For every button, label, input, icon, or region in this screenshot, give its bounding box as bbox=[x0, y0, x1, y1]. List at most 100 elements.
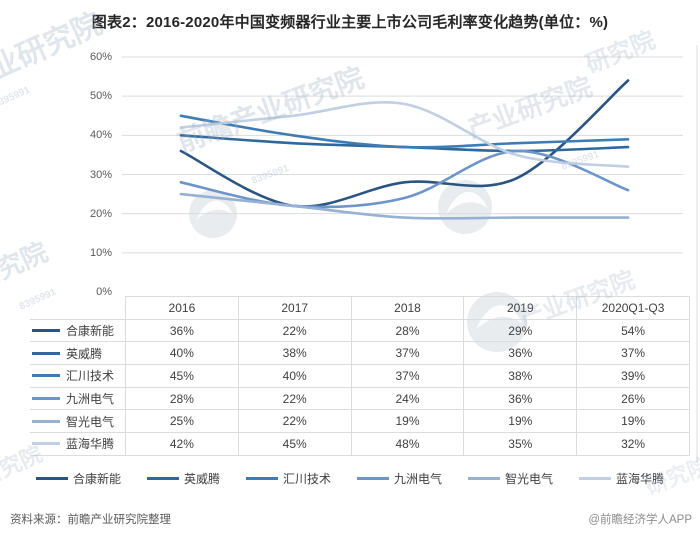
table-cell: 28% bbox=[350, 318, 465, 343]
watermark-text: 8395991 bbox=[0, 84, 32, 111]
legend-item: 合康新能 bbox=[35, 470, 121, 487]
table-row: 智光电气 25% 22% 19% 19% 19% bbox=[30, 409, 690, 434]
y-tick-label: 60% bbox=[89, 51, 112, 63]
table-cell: 22% bbox=[237, 386, 352, 411]
legend-label: 蓝海华腾 bbox=[616, 471, 665, 486]
series-swatch-icon bbox=[32, 442, 60, 446]
table-column-header: 2016 bbox=[125, 296, 239, 320]
table-cell: 19% bbox=[463, 409, 578, 434]
company-name: 英威腾 bbox=[66, 346, 103, 361]
legend-swatch-icon bbox=[245, 476, 278, 480]
y-tick-label: 40% bbox=[89, 129, 112, 142]
table-cell: 36% bbox=[463, 386, 578, 411]
series-swatch-icon bbox=[32, 397, 60, 401]
table-cell: 37% bbox=[350, 341, 465, 366]
series-line-3 bbox=[179, 149, 630, 209]
series-line-0 bbox=[179, 79, 630, 208]
table-row: 汇川技术 45% 40% 37% 38% 39% bbox=[30, 364, 690, 388]
series-line-4 bbox=[179, 192, 630, 220]
company-name: 合康新能 bbox=[66, 324, 115, 339]
table-cell: 19% bbox=[350, 409, 465, 434]
legend-swatch-icon bbox=[146, 476, 179, 480]
series-swatch-icon bbox=[32, 329, 60, 333]
table-cell: 45% bbox=[237, 432, 352, 456]
table-cell: 26% bbox=[576, 386, 690, 411]
table-cell: 54% bbox=[576, 318, 690, 343]
table-cell: 36% bbox=[125, 318, 239, 343]
legend-label: 智光电气 bbox=[505, 471, 554, 486]
table-cell: 35% bbox=[463, 432, 578, 456]
y-tick-label: 50% bbox=[89, 90, 112, 103]
table-row: 英威腾 40% 38% 37% 36% 37% bbox=[30, 341, 690, 366]
table-cell: 37% bbox=[350, 364, 465, 388]
table-row-header: 智光电气 bbox=[30, 409, 126, 434]
table-cell: 36% bbox=[463, 341, 578, 366]
series-line-1 bbox=[179, 134, 630, 153]
table-cell: 45% bbox=[125, 364, 239, 388]
company-name: 蓝海华腾 bbox=[66, 437, 115, 452]
table-row: 九洲电气 28% 22% 24% 36% 26% bbox=[30, 386, 690, 411]
y-tick-label: 10% bbox=[89, 246, 112, 259]
table-row-header: 英威腾 bbox=[30, 341, 126, 366]
company-name: 九洲电气 bbox=[66, 392, 115, 407]
data-table: 2016 2017 2018 2019 2020Q1-Q3 合康新能 36% 22% 28% 29… bbox=[30, 296, 690, 456]
table-cell: 32% bbox=[576, 432, 690, 456]
legend-swatch-icon bbox=[357, 476, 389, 480]
watermark-text: 8395991 bbox=[250, 163, 291, 187]
table-cell: 25% bbox=[125, 409, 239, 434]
table-cell: 19% bbox=[576, 409, 690, 434]
series-swatch-icon bbox=[32, 374, 60, 378]
watermark-logo-swoosh bbox=[446, 191, 488, 214]
table-row: 合康新能 36% 22% 28% 29% 54% bbox=[30, 318, 690, 343]
table-header-row: 2016 2017 2018 2019 2020Q1-Q3 bbox=[30, 296, 690, 320]
table-column-header: 2017 bbox=[237, 296, 352, 320]
legend-label: 英威腾 bbox=[183, 471, 220, 486]
company-name: 汇川技术 bbox=[66, 369, 115, 384]
legend-label: 汇川技术 bbox=[282, 471, 331, 486]
table-cell: 22% bbox=[237, 318, 352, 343]
table-cell: 42% bbox=[125, 432, 239, 456]
legend-item: 蓝海华腾 bbox=[579, 470, 664, 487]
table-cell: 28% bbox=[125, 386, 239, 411]
watermark-logo-swoosh bbox=[196, 200, 234, 220]
table-cell: 38% bbox=[463, 364, 578, 388]
table-column-header: 2019 bbox=[463, 296, 578, 320]
legend-swatch-icon bbox=[579, 476, 612, 480]
watermark-text: 前瞻产业研究院 bbox=[173, 61, 369, 158]
series-swatch-icon bbox=[32, 419, 60, 423]
table-column-header: 2018 bbox=[350, 296, 465, 320]
legend-swatch-icon bbox=[468, 476, 501, 480]
table-cell: 24% bbox=[350, 386, 465, 411]
watermark-logo-icon bbox=[189, 190, 237, 238]
legend-item: 汇川技术 bbox=[245, 470, 331, 487]
table-cell: 29% bbox=[463, 318, 578, 343]
table-cell: 37% bbox=[576, 341, 690, 366]
series-line-2 bbox=[179, 114, 630, 149]
legend-item: 英威腾 bbox=[146, 470, 220, 487]
legend-label: 合康新能 bbox=[72, 471, 121, 486]
table-column-header: 2020Q1-Q3 bbox=[576, 296, 690, 320]
y-tick-label: 30% bbox=[89, 168, 112, 181]
page-title: 图表2：2016-2020年中国变频器行业主要上市公司毛利率变化趋势(单位：%) bbox=[91, 14, 609, 31]
y-tick-label: 0% bbox=[96, 286, 112, 298]
legend-label: 九洲电气 bbox=[394, 471, 443, 486]
table-cell: 38% bbox=[237, 341, 352, 366]
table-cell: 40% bbox=[237, 364, 352, 388]
legend-item: 智光电气 bbox=[468, 470, 553, 487]
table-row: 蓝海华腾 42% 45% 48% 35% 32% bbox=[30, 432, 690, 456]
series-line-5 bbox=[179, 101, 630, 168]
table-cell: 40% bbox=[125, 341, 239, 366]
y-tick-label: 20% bbox=[89, 207, 112, 220]
table-cell: 22% bbox=[237, 409, 352, 434]
table-row-header: 蓝海华腾 bbox=[30, 432, 126, 456]
watermark-logo-icon bbox=[438, 180, 492, 234]
legend-swatch-icon bbox=[35, 476, 68, 480]
table-row-header: 九洲电气 bbox=[30, 386, 126, 411]
table-row-header: 合康新能 bbox=[30, 318, 126, 343]
table-row-header: 汇川技术 bbox=[30, 364, 126, 388]
legend: 合康新能 英威腾 汇川技术 九洲电气 智光电气 蓝海华腾 bbox=[0, 468, 700, 488]
legend-item: 九洲电气 bbox=[357, 470, 442, 487]
credit-note: @前瞻经济学人APP bbox=[588, 514, 692, 526]
table-cell: 48% bbox=[350, 432, 465, 456]
watermark-text: 8395991 bbox=[560, 149, 601, 173]
